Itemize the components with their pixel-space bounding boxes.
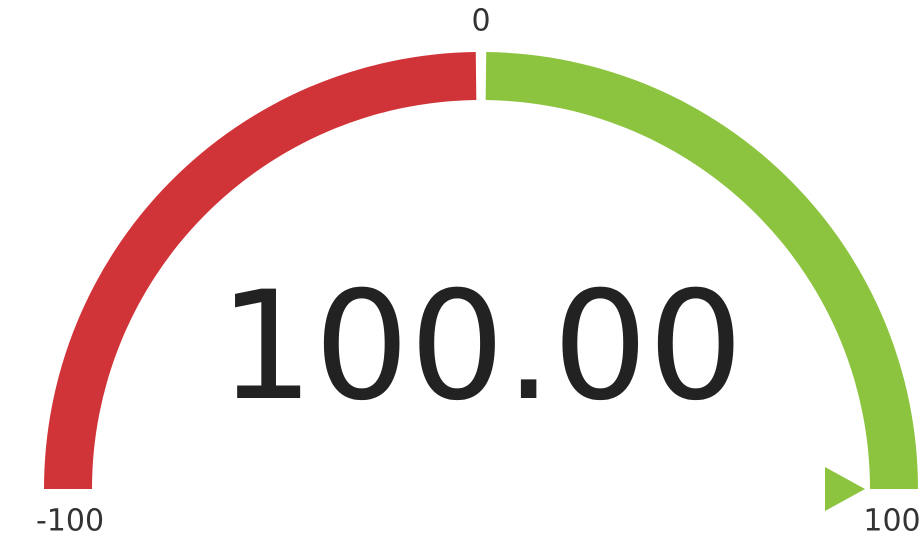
tick-label: 0 bbox=[471, 4, 490, 39]
pointer bbox=[825, 467, 865, 511]
value-label: 100.00 bbox=[219, 260, 744, 434]
tick-label: -100 bbox=[36, 504, 104, 539]
gauge-band bbox=[44, 52, 477, 489]
tick-label: 100 bbox=[863, 504, 920, 539]
gauge-band bbox=[485, 52, 918, 489]
